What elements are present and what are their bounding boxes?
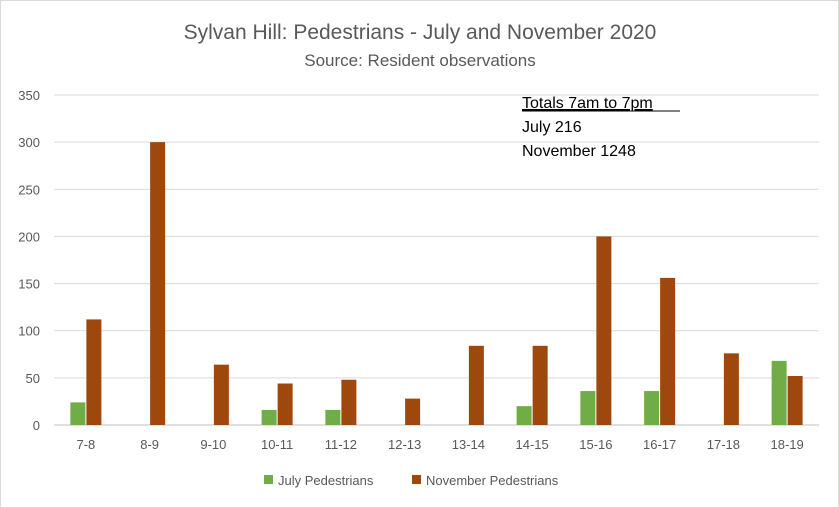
bar-november-10-11 (277, 383, 293, 425)
x-tick-label: 11-12 (325, 437, 357, 452)
y-axis-ticks: 0 50 100 150 200 250 300 350 (18, 88, 40, 433)
bar-july-15-16 (580, 391, 596, 425)
bar-november-16-17 (660, 277, 676, 425)
x-tick-label: 16-17 (643, 437, 676, 452)
legend: July Pedestrians November Pedestrians (264, 473, 559, 488)
y-tick-label: 250 (18, 182, 40, 197)
bar-november-7-8 (86, 319, 102, 425)
x-tick-label: 15-16 (579, 437, 612, 452)
x-tick-label: 8-9 (140, 437, 159, 452)
chart-title: Sylvan Hill: Pedestrians - July and Nove… (184, 21, 657, 44)
bar-july-10-11 (261, 409, 277, 425)
totals-annotation: Totals 7am to 7pm July 216 November 1248 (522, 95, 680, 160)
y-tick-label: 350 (18, 88, 40, 103)
x-tick-label: 14-15 (516, 437, 549, 452)
bar-july-18-19 (771, 360, 787, 425)
gridlines (54, 94, 819, 426)
x-tick-label: 12-13 (388, 437, 421, 452)
legend-swatch-july (264, 475, 273, 484)
legend-label-november: November Pedestrians (426, 473, 559, 488)
bar-november-11-12 (341, 379, 357, 425)
x-tick-label: 10-11 (261, 437, 293, 452)
chart-subtitle: Source: Resident observations (304, 51, 536, 70)
bar-november-9-10 (213, 364, 229, 425)
legend-label-july: July Pedestrians (278, 473, 374, 488)
annotation-july-total: July 216 (522, 119, 582, 136)
bar-july-7-8 (70, 402, 86, 425)
bar-july-11-12 (325, 409, 341, 425)
annotation-heading: Totals 7am to 7pm (522, 95, 653, 112)
y-tick-label: 300 (18, 135, 40, 150)
x-tick-label: 13-14 (452, 437, 485, 452)
y-tick-label: 150 (18, 277, 40, 292)
bar-november-17-18 (723, 353, 739, 425)
x-tick-label: 17-18 (707, 437, 740, 452)
y-tick-label: 50 (26, 371, 40, 386)
y-tick-label: 100 (18, 324, 40, 339)
annotation-november-total: November 1248 (522, 143, 636, 160)
bar-july-14-15 (516, 406, 532, 425)
x-axis-ticks: 7-8 8-9 9-10 10-11 11-12 12-13 13-14 14-15 15-16… (76, 437, 803, 452)
y-tick-label: 200 (18, 229, 40, 244)
bar-november-13-14 (468, 345, 484, 425)
bar-november-12-13 (405, 398, 421, 425)
x-tick-label: 18-19 (771, 437, 804, 452)
bars (70, 142, 803, 425)
legend-swatch-november (412, 475, 421, 484)
bar-november-14-15 (532, 345, 548, 425)
bar-november-18-19 (787, 375, 803, 425)
bar-november-8-9 (150, 142, 166, 425)
y-tick-label: 0 (33, 418, 40, 433)
bar-november-15-16 (596, 236, 612, 425)
x-tick-label: 9-10 (200, 437, 226, 452)
bar-july-16-17 (644, 391, 660, 425)
x-tick-label: 7-8 (76, 437, 95, 452)
